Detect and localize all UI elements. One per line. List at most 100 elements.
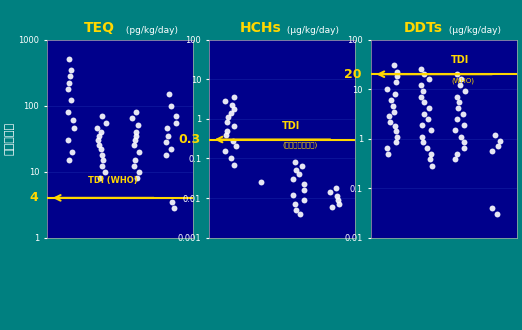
Point [419,89,428,94]
Point [98,164,106,169]
Point [163,126,171,131]
Point [332,185,340,190]
Point [292,207,301,213]
Point [163,133,172,138]
Point [230,162,239,167]
Point [451,127,459,133]
Point [223,115,232,120]
Point [132,109,140,115]
Point [289,192,298,197]
Point [94,138,102,143]
Point [229,138,237,143]
Point [334,197,342,202]
Point [420,111,429,116]
Point [328,204,337,210]
Point [488,149,496,154]
Text: (WHO): (WHO) [451,78,474,84]
Point [295,172,303,177]
Point [451,157,459,162]
Point [298,163,306,168]
Point [383,145,392,150]
Point [97,147,105,152]
Point [130,164,138,169]
Point [460,140,469,145]
Point [453,116,461,121]
Point [392,140,400,145]
Point [459,145,468,150]
Point [393,74,401,79]
Point [228,103,236,108]
Text: (μg/kg/day): (μg/kg/day) [284,26,339,35]
Point [424,105,433,111]
Point [230,95,238,100]
Point [98,113,106,118]
Text: 4: 4 [29,191,38,204]
Text: TEQ: TEQ [84,21,115,35]
Point [393,70,401,75]
Point [419,140,427,145]
Point [97,129,105,135]
Text: 0.3: 0.3 [178,133,200,146]
Point [95,143,103,148]
Point [167,103,175,108]
Point [392,79,400,84]
Point [425,76,433,82]
Point [65,81,74,86]
Text: DDTs: DDTs [404,21,442,35]
Point [94,133,103,138]
Point [65,157,74,163]
Point [168,199,176,204]
Point [257,180,265,185]
Point [131,138,139,143]
Point [496,138,504,144]
Point [460,122,469,127]
Point [98,152,106,157]
Point [393,134,401,139]
Text: (カナダ・厄生省): (カナダ・厄生省) [282,141,317,148]
Point [488,205,496,211]
Point [461,89,469,94]
Point [101,169,109,174]
Point [134,123,142,128]
Text: TDI: TDI [282,121,300,131]
Point [383,86,392,92]
Text: HCHs: HCHs [240,21,282,35]
Point [456,76,465,82]
Point [455,99,463,105]
Point [232,144,240,149]
Point [65,57,74,62]
Point [417,67,425,72]
Point [459,111,467,116]
Point [296,211,304,216]
Point [230,123,238,129]
Point [392,129,400,134]
Text: TDI: TDI [451,55,469,65]
Point [453,94,461,99]
Point [162,140,170,145]
Point [453,72,461,77]
Point [423,116,432,121]
Point [428,163,436,169]
Point [420,72,429,77]
Point [291,202,299,207]
Point [223,128,231,133]
Point [68,149,77,154]
Point [418,122,426,127]
Point [63,138,72,143]
Point [422,145,431,150]
Text: TDI (WHO): TDI (WHO) [88,176,137,185]
Text: 20: 20 [345,68,362,81]
Point [390,109,399,114]
Point [300,182,308,187]
Point [493,211,501,216]
Point [64,86,72,91]
Point [292,168,300,173]
Text: 一日摄取量: 一日摄取量 [4,122,15,155]
Point [417,94,425,99]
Point [387,97,395,103]
Point [172,113,180,118]
Point [494,144,502,149]
Point [418,134,426,139]
Point [161,152,170,157]
Point [167,147,175,152]
